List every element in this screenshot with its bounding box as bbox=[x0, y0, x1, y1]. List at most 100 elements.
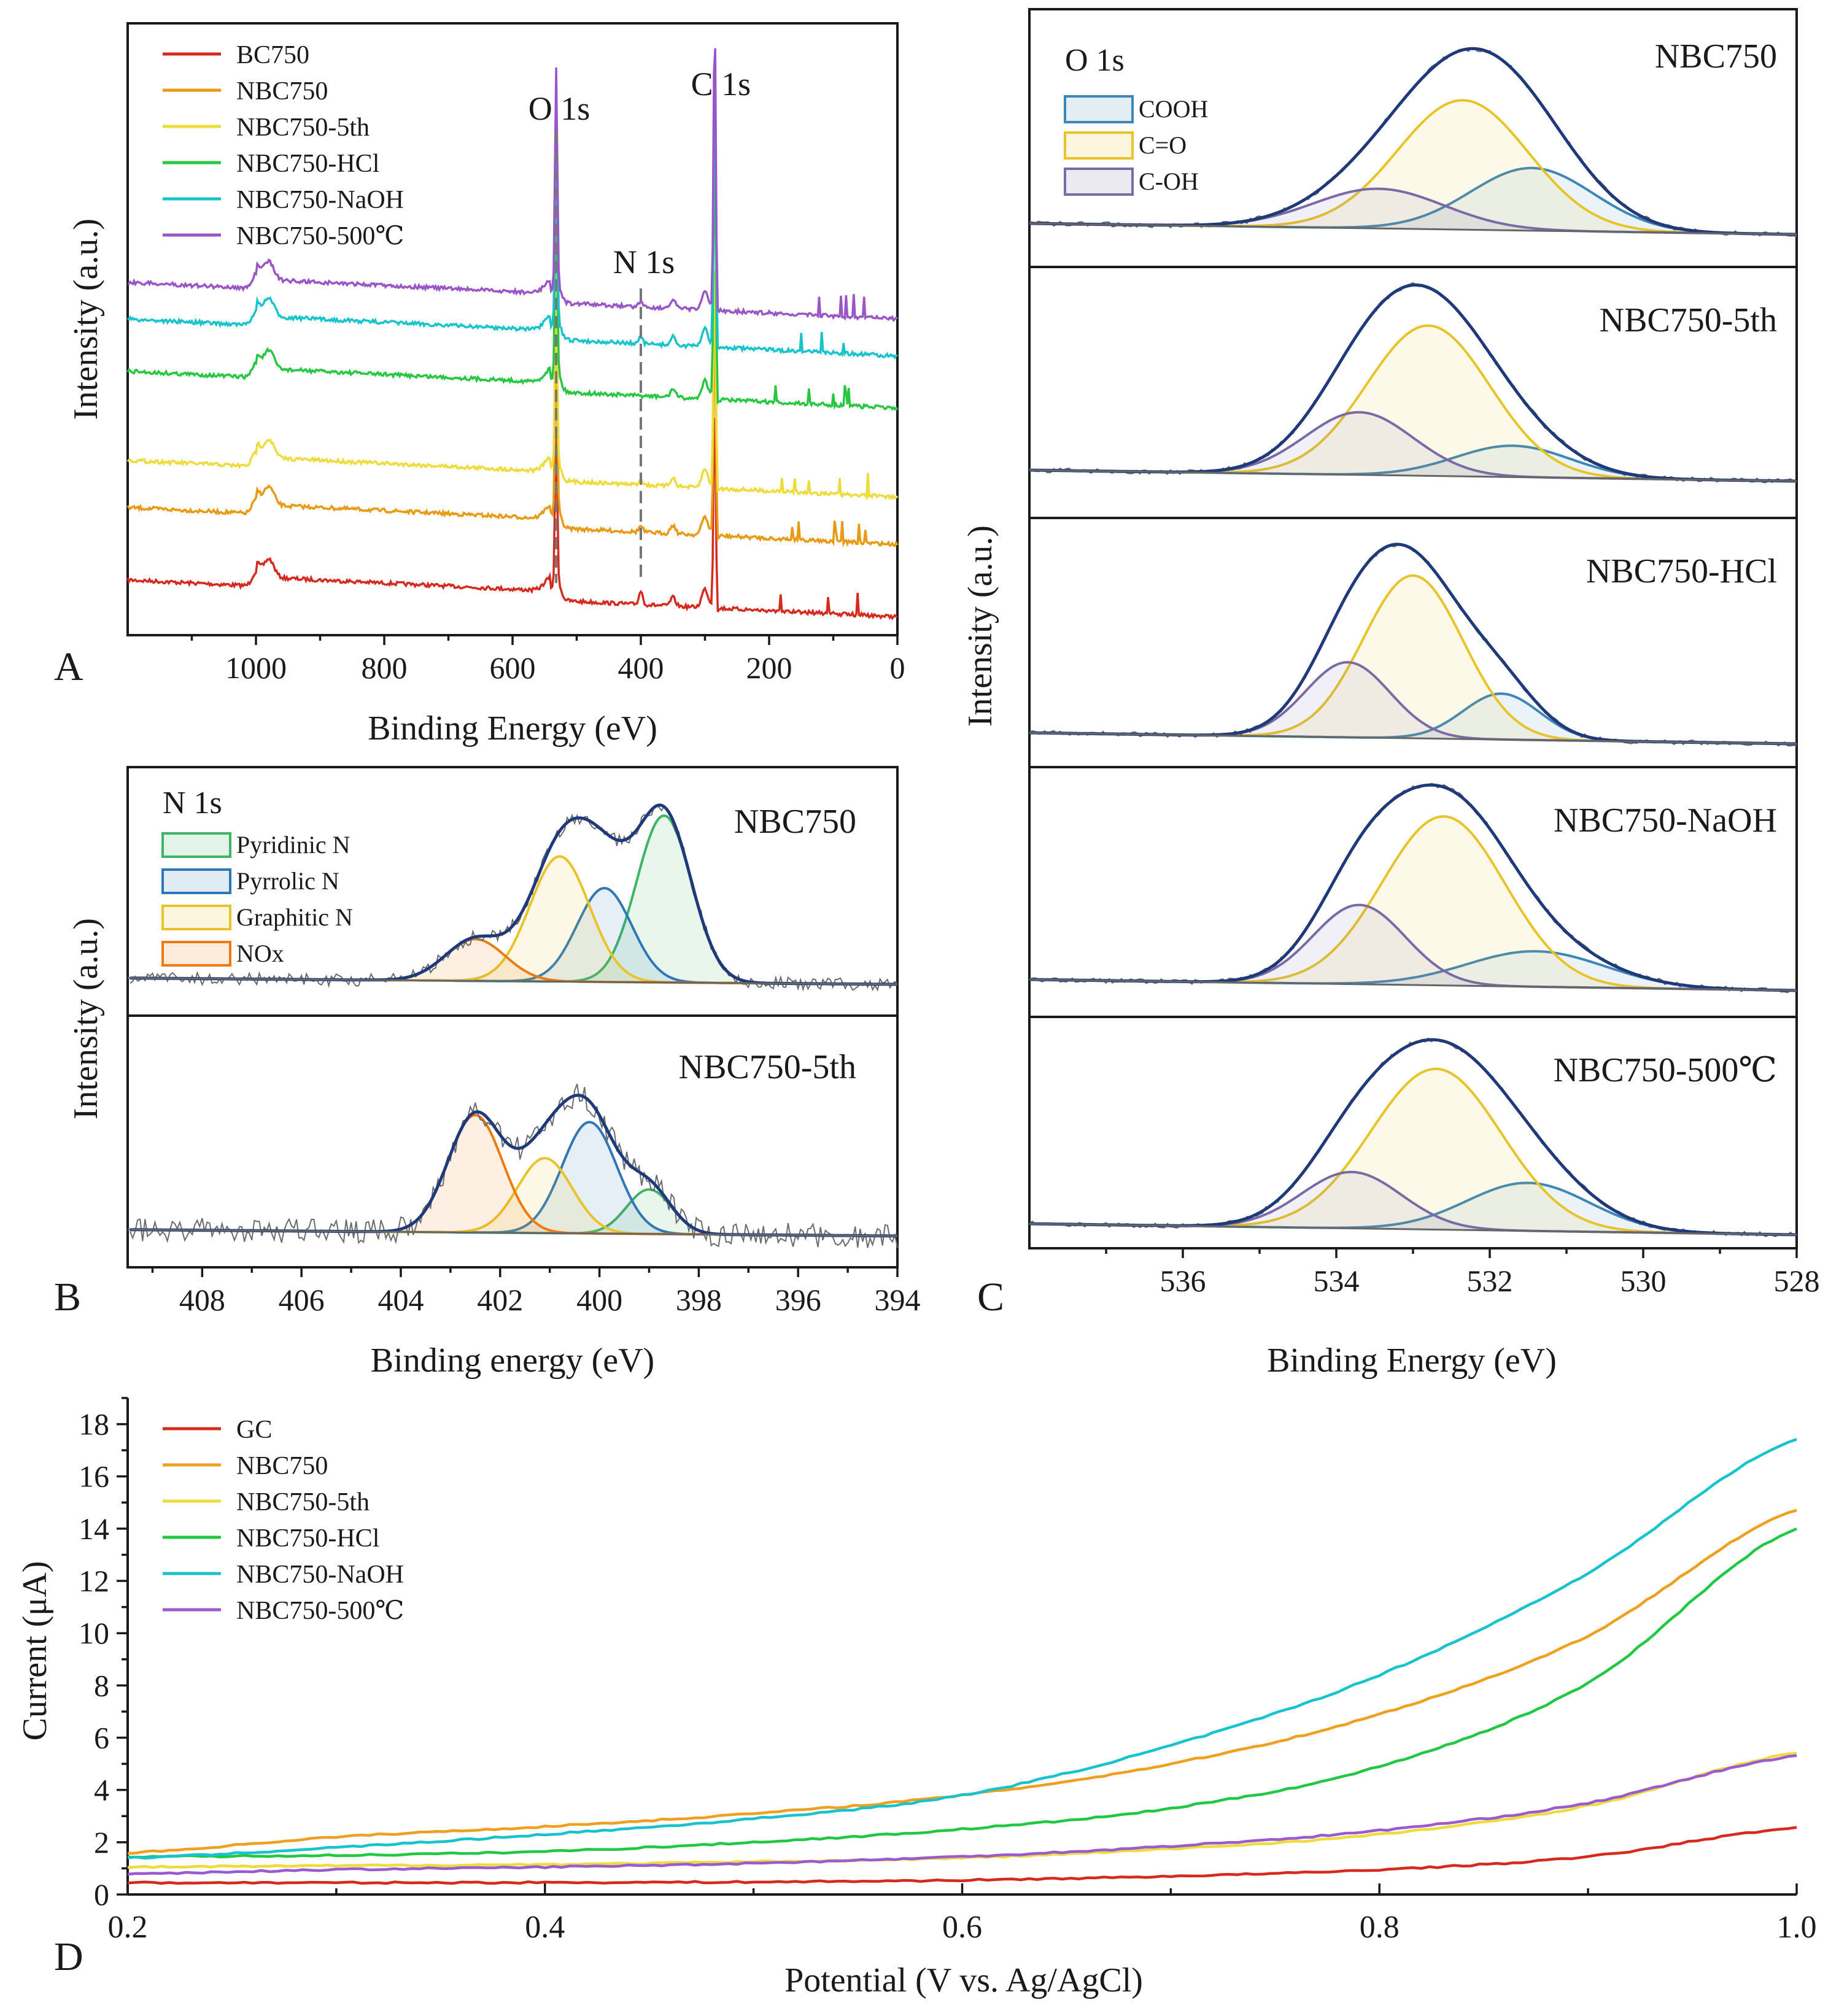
panel-b-legend-swatch bbox=[161, 905, 231, 930]
panel-a-series-1 bbox=[126, 331, 899, 548]
panel-d-series-0 bbox=[127, 1826, 1797, 1885]
panel-c-subpanel-label: NBC750-HCl bbox=[1586, 552, 1777, 590]
panel-c-legend-label: C-OH bbox=[1139, 168, 1199, 195]
panel-d-xlabel: Potential (V vs. Ag/AgCl) bbox=[784, 1961, 1143, 1999]
panel-c-baseline bbox=[1029, 1222, 1797, 1236]
panel-c-legend-label: C=O bbox=[1139, 131, 1187, 159]
panel-d-series-5 bbox=[127, 1754, 1797, 1876]
panel-c-component-fill bbox=[1029, 168, 1797, 234]
panel-c-component-fill bbox=[1029, 412, 1797, 481]
panel-d-ytick-label: 6 bbox=[94, 1721, 109, 1755]
panel-d-xtick-label: 1.0 bbox=[1777, 1910, 1817, 1945]
panel-c-xlabel: Binding Energy (eV) bbox=[1267, 1342, 1557, 1380]
panel-b-xtick-label: 396 bbox=[775, 1283, 821, 1317]
panel-c-component-fill bbox=[1029, 188, 1797, 234]
panel-d-series-4 bbox=[127, 1438, 1797, 1860]
panel-b-component-fill bbox=[128, 939, 897, 984]
panel-d-legend-label: NBC750-NaOH bbox=[236, 1561, 404, 1589]
panel-a-series-0 bbox=[126, 418, 898, 620]
panel-d-xtick-label: 0.2 bbox=[108, 1910, 148, 1945]
panel-c-baseline bbox=[1029, 222, 1797, 236]
panel-b-component-fill bbox=[128, 856, 897, 984]
panel-d-legend-label: GC bbox=[236, 1416, 272, 1444]
panel-a-xtick-label: 0 bbox=[890, 651, 905, 685]
panel-c-component-fill bbox=[1029, 816, 1797, 991]
panel-d-ytick-label: 16 bbox=[79, 1459, 109, 1494]
panel-a-xtick-label: 600 bbox=[490, 651, 536, 685]
panel-a-ylabel: Intensity (a.u.) bbox=[67, 218, 105, 420]
panel-c: 536 534 532 530 528 Binding Energy (eV) Intens… bbox=[961, 8, 1820, 1380]
panel-d-legend-label: NBC750-500℃ bbox=[236, 1597, 404, 1625]
panel-b-region-label: N 1s bbox=[163, 786, 222, 821]
panel-b-legend-label: Pyrrolic N bbox=[236, 867, 339, 895]
panel-d-legend-label: NBC750-HCl bbox=[236, 1524, 379, 1553]
panel-a-series-5 bbox=[127, 48, 899, 322]
panel-d-ylabel: Current (μA) bbox=[16, 1561, 54, 1741]
panel-d-ytick-label: 14 bbox=[79, 1512, 109, 1546]
panel-a-peak-label: N 1s bbox=[613, 244, 675, 280]
panel-d: 0.2 0.4 0.6 0.8 1.0 0 2 4 6 8 10 12 14 16 18 Potential … bbox=[16, 1397, 1817, 1999]
panel-b-legend-swatch bbox=[161, 868, 231, 894]
panel-a-legend-label: BC750 bbox=[236, 41, 309, 69]
panel-a-xtick-label: 200 bbox=[746, 651, 792, 685]
panel-b-xtick-label: 408 bbox=[179, 1283, 225, 1317]
panel-d-series-2 bbox=[127, 1751, 1797, 1869]
panel-b-xtick-label: 402 bbox=[477, 1283, 523, 1317]
panel-c-component-fill bbox=[1029, 100, 1797, 234]
panel-b-legend-swatch bbox=[161, 941, 231, 967]
panel-c-region-label: O 1s bbox=[1065, 43, 1125, 78]
panel-c-component-fill bbox=[1029, 951, 1797, 991]
panel-b-component-fill bbox=[128, 815, 897, 984]
panel-c-legend-swatch bbox=[1064, 95, 1134, 123]
panel-a-legend-label: NBC750-5th bbox=[236, 114, 370, 142]
panel-c-component-fill bbox=[1029, 446, 1797, 481]
panel-a-series-2 bbox=[126, 271, 899, 501]
panel-d-ytick-label: 2 bbox=[94, 1825, 109, 1860]
panel-c-legend-swatch bbox=[1064, 168, 1134, 196]
panel-c-component-fill bbox=[1029, 1183, 1797, 1235]
panel-d-ytick-label: 0 bbox=[94, 1877, 109, 1912]
panel-c-baseline bbox=[1029, 732, 1797, 745]
panel-a-series-3 bbox=[126, 166, 899, 411]
panel-b-frame bbox=[126, 766, 899, 1269]
panel-d-xtick-label: 0.6 bbox=[942, 1910, 982, 1945]
panel-a-legend-label: NBC750-HCl bbox=[236, 150, 379, 178]
panel-a-xtick-label: 1000 bbox=[225, 651, 287, 685]
panel-a-xlabel: Binding Energy (eV) bbox=[368, 709, 657, 747]
panel-d-ytick-label: 12 bbox=[79, 1564, 109, 1598]
panel-b-xtick-label: 404 bbox=[378, 1283, 424, 1317]
panel-c-letter: C bbox=[977, 1275, 1004, 1319]
panel-c-component-fill bbox=[1029, 325, 1797, 481]
panel-a-legend-label: NBC750-NaOH bbox=[236, 186, 404, 214]
panel-c-xtick-label: 532 bbox=[1467, 1264, 1513, 1298]
panel-a-xtick-label: 800 bbox=[362, 651, 408, 685]
panel-b-legend-label: Graphitic N bbox=[236, 903, 353, 931]
panel-b-xtick-label: 398 bbox=[676, 1283, 722, 1317]
panel-b-component-fill bbox=[128, 1114, 897, 1236]
panel-d-ytick-label: 18 bbox=[79, 1407, 109, 1442]
panel-d-ytick-label: 10 bbox=[79, 1616, 109, 1650]
panel-c-component-fill bbox=[1029, 1068, 1797, 1235]
panel-b-legend-swatch bbox=[161, 832, 231, 858]
panel-c-subpanel-label: NBC750-500℃ bbox=[1554, 1051, 1777, 1089]
panel-c-subpanel-label: NBC750 bbox=[1655, 37, 1777, 75]
panel-d-xtick-label: 0.4 bbox=[525, 1910, 565, 1945]
panel-b-xtick-label: 406 bbox=[279, 1283, 325, 1317]
panel-c-xtick-label: 530 bbox=[1620, 1264, 1667, 1298]
panel-d-legend-label: NBC750 bbox=[236, 1452, 328, 1480]
panel-b-legend-label: NOx bbox=[236, 940, 284, 967]
panel-c-baseline bbox=[1029, 469, 1797, 482]
panel-a: 1000 800 600 400 200 0 Binding Energy (eV) Inte… bbox=[54, 22, 905, 747]
panel-c-xtick-label: 536 bbox=[1160, 1264, 1206, 1298]
panel-a-legend-label: NBC750 bbox=[236, 77, 328, 106]
panel-b-xtick-label: 400 bbox=[576, 1283, 622, 1317]
panel-c-ylabel: Intensity (a.u.) bbox=[961, 525, 999, 727]
panel-a-series-4 bbox=[126, 102, 898, 360]
panel-c-legend-label: COOH bbox=[1139, 95, 1208, 123]
panel-b-ylabel: Intensity (a.u.) bbox=[67, 918, 105, 1119]
panel-a-xtick-label: 400 bbox=[618, 651, 664, 685]
panel-b-letter: B bbox=[54, 1275, 81, 1319]
panel-b-xtick-label: 394 bbox=[875, 1283, 921, 1317]
panel-a-peak-label: C 1s bbox=[691, 66, 751, 102]
